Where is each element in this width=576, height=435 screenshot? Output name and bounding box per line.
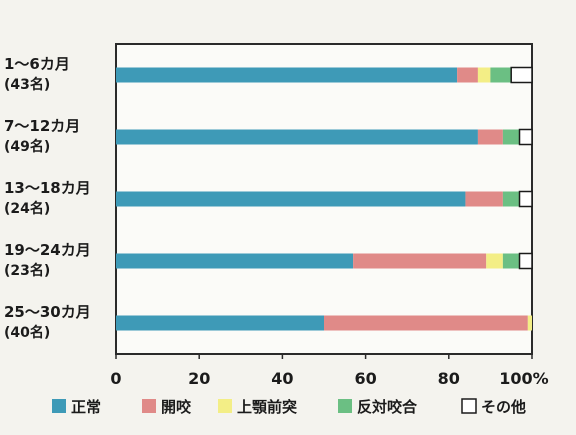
legend-swatch bbox=[142, 399, 156, 413]
x-tick-label: 20 bbox=[188, 369, 210, 388]
legend-swatch bbox=[52, 399, 66, 413]
bar-segment bbox=[116, 315, 324, 331]
legend-swatch bbox=[218, 399, 232, 413]
bar-segment bbox=[465, 191, 503, 207]
legend-label: 反対咬合 bbox=[357, 398, 418, 416]
bar-segment bbox=[353, 253, 487, 269]
bar-segment bbox=[324, 315, 528, 331]
legend-label: 開咬 bbox=[161, 398, 192, 416]
bar-segment bbox=[502, 191, 520, 207]
bar-segment bbox=[116, 191, 466, 207]
legend-label: 上顎前突 bbox=[237, 398, 297, 416]
bar-segment bbox=[527, 315, 532, 331]
bar-segment bbox=[116, 67, 458, 83]
bar-segment bbox=[510, 66, 533, 84]
bar-segment bbox=[502, 253, 520, 269]
bar-segment bbox=[486, 253, 503, 269]
x-tick-label: 80 bbox=[438, 369, 460, 388]
x-tick-label: 40 bbox=[271, 369, 293, 388]
bar-segment bbox=[116, 253, 354, 269]
legend-label: 正常 bbox=[71, 398, 101, 416]
category-label: 25～30カ月 bbox=[4, 303, 91, 321]
x-tick-label: 0 bbox=[110, 369, 121, 388]
category-label: 1～6カ月 bbox=[4, 55, 70, 73]
bar-segment bbox=[116, 129, 478, 145]
bar-segment bbox=[518, 190, 533, 208]
bar-segment bbox=[518, 128, 533, 146]
category-count: (24名) bbox=[4, 200, 50, 217]
legend-swatch bbox=[461, 398, 477, 414]
bar-segment bbox=[518, 252, 533, 270]
category-count: (40名) bbox=[4, 324, 50, 341]
category-count: (43名) bbox=[4, 76, 50, 93]
category-label: 13～18カ月 bbox=[4, 179, 91, 197]
legend-swatch bbox=[338, 399, 352, 413]
bar-segment bbox=[477, 129, 503, 145]
x-tick-label: 60 bbox=[354, 369, 376, 388]
bar-segment bbox=[502, 129, 520, 145]
category-label: 7～12カ月 bbox=[4, 117, 80, 135]
bar-segment bbox=[457, 67, 478, 83]
bar-segment bbox=[490, 67, 512, 83]
x-tick-label: 100% bbox=[499, 369, 548, 388]
category-count: (49名) bbox=[4, 138, 50, 155]
category-label: 19～24カ月 bbox=[4, 241, 91, 259]
legend-label: その他 bbox=[481, 398, 526, 416]
category-count: (23名) bbox=[4, 262, 50, 279]
bar-segment bbox=[477, 67, 491, 83]
